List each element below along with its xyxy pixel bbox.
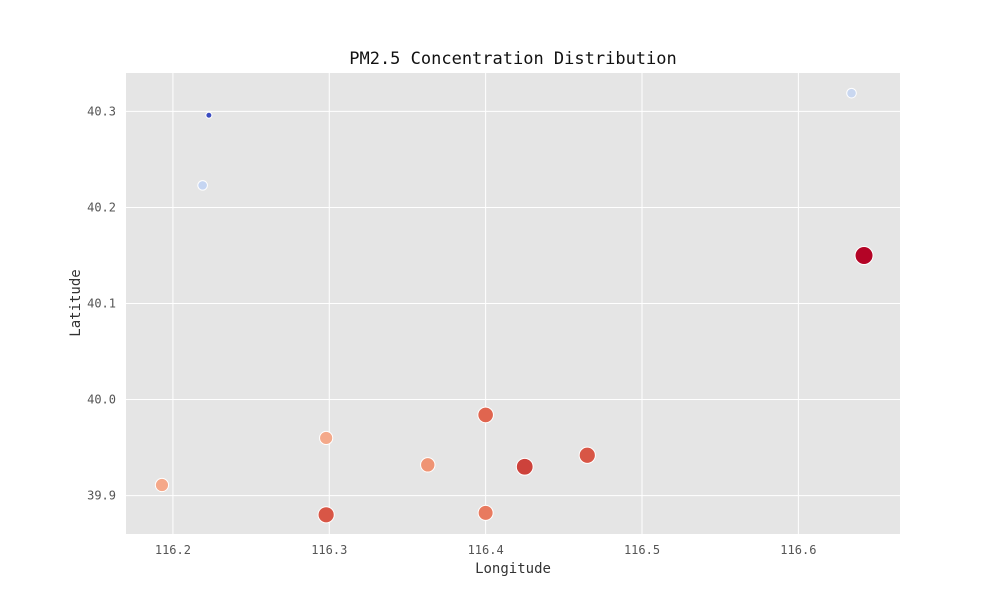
data-point	[420, 457, 436, 473]
grid-lines	[126, 73, 900, 534]
data-point	[205, 111, 213, 119]
data-point	[477, 406, 494, 424]
data-points	[154, 87, 874, 524]
y-tick-label: 40.2	[87, 200, 116, 214]
x-axis-label: Longitude	[475, 561, 551, 577]
x-tick-label: 116.3	[311, 543, 347, 557]
chart-title: PM2.5 Concentration Distribution	[349, 49, 677, 69]
data-point	[197, 180, 208, 191]
x-tick-label: 116.4	[468, 543, 504, 557]
data-point	[578, 446, 596, 464]
data-point	[854, 245, 874, 265]
data-point	[154, 477, 170, 493]
y-tick-label: 39.9	[87, 489, 116, 503]
y-axis-label: Latitude	[68, 269, 84, 336]
y-tick-label: 40.3	[87, 104, 116, 118]
tick-labels: 116.2 116.3 116.4 116.5 116.6 39.9 40.0 40.1 40.…	[87, 104, 816, 557]
data-point	[477, 504, 494, 521]
y-tick-label: 40.1	[87, 297, 116, 311]
data-point	[515, 457, 534, 476]
y-tick-label: 40.0	[87, 393, 116, 407]
x-tick-label: 116.5	[624, 543, 660, 557]
x-tick-label: 116.2	[155, 543, 191, 557]
data-point	[319, 430, 334, 446]
x-tick-label: 116.6	[780, 543, 816, 557]
data-point	[317, 506, 335, 524]
data-point	[846, 87, 857, 99]
